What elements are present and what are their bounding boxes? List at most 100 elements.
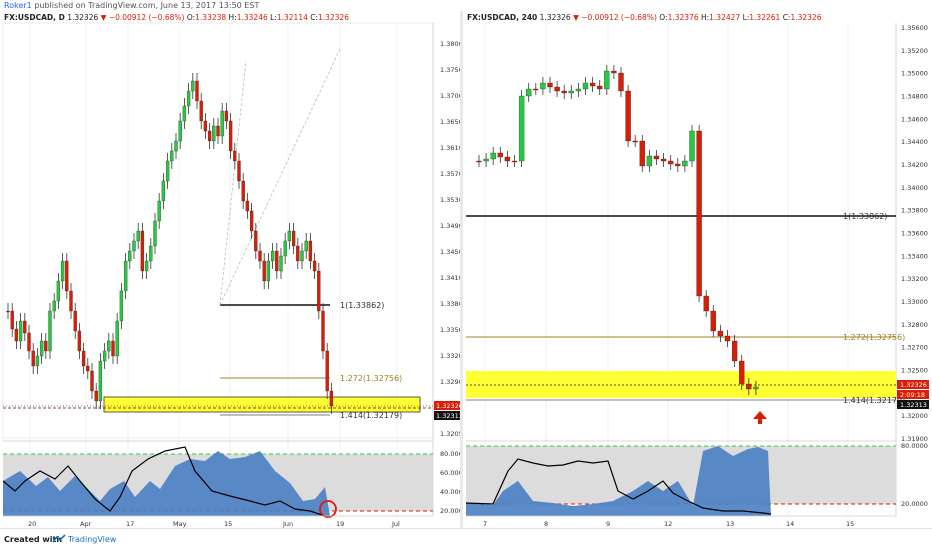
candle-body bbox=[98, 360, 103, 402]
price-tick: 1.33500 bbox=[440, 326, 460, 334]
h4-chart-panel[interactable]: FX:USDCAD, 240 1.32326 ▼ −0.00912 (−0.68… bbox=[463, 11, 932, 528]
support-zone bbox=[103, 396, 421, 413]
price-tick: 1.36100 bbox=[440, 144, 460, 152]
candle-body bbox=[703, 295, 709, 312]
candle-body bbox=[90, 370, 94, 392]
candle-body bbox=[245, 200, 250, 212]
candle-body bbox=[526, 88, 532, 97]
daily-candles bbox=[6, 73, 334, 414]
candle-body bbox=[312, 260, 317, 272]
price-tick: 1.32050 bbox=[440, 430, 460, 438]
close-value: 1.32326 bbox=[790, 13, 822, 22]
price-tick: 1.32000 bbox=[901, 412, 928, 420]
price-tick: 1.34400 bbox=[901, 138, 928, 146]
price-tick: 1.33600 bbox=[901, 230, 928, 238]
line-price-badge bbox=[434, 411, 460, 420]
candle-body bbox=[23, 320, 27, 334]
daily-chart-canvas[interactable]: 1(1.33862) 1.272(1.32756) 1.414(1.32179)… bbox=[0, 11, 467, 528]
candle-body bbox=[675, 163, 681, 167]
h4-candles bbox=[476, 65, 759, 395]
countdown-badge bbox=[897, 390, 929, 399]
symbol-label[interactable]: FX:USDCAD, 240 bbox=[467, 13, 538, 22]
candle-body bbox=[31, 350, 35, 367]
price-change: ▼ −0.00912 (−0.68%) bbox=[573, 13, 657, 22]
tradingview-brand[interactable]: TradingView bbox=[68, 535, 117, 544]
candle-body bbox=[170, 150, 174, 162]
candle-body bbox=[212, 125, 216, 142]
candle-body bbox=[73, 310, 77, 332]
time-tick: Jun bbox=[282, 520, 293, 528]
time-tick: 15 bbox=[224, 520, 232, 528]
low-value: 1.32261 bbox=[749, 13, 781, 22]
high-value: 1.33246 bbox=[236, 13, 268, 22]
candle-body bbox=[165, 160, 170, 182]
fib-label-1: 1(1.33862) bbox=[340, 301, 384, 310]
candle-body bbox=[94, 390, 98, 402]
time-tick: 20 bbox=[28, 520, 36, 528]
time-tick: 7 bbox=[483, 520, 487, 528]
bounce-arrow bbox=[753, 411, 767, 424]
candle-body bbox=[483, 158, 489, 162]
publish-info: published on TradingView.com, June 13, 2… bbox=[34, 1, 260, 10]
candle-body bbox=[132, 240, 136, 252]
candle-body bbox=[597, 85, 603, 90]
daily-chart-panel[interactable]: FX:USDCAD, D 1.32326 ▼ −0.00912 (−0.68%)… bbox=[0, 11, 467, 528]
candle-body bbox=[254, 230, 258, 252]
fib-label-1414: 1.414(1.32179) bbox=[843, 396, 905, 405]
candle-body bbox=[304, 240, 308, 252]
oscillator-line bbox=[465, 458, 772, 515]
candle-body bbox=[490, 152, 496, 160]
oscillator-line bbox=[2, 446, 326, 517]
candle-body bbox=[77, 330, 82, 352]
price-tick: 1.33400 bbox=[901, 252, 928, 260]
price-tick: 1.34900 bbox=[440, 222, 460, 230]
candle-body bbox=[317, 270, 321, 312]
price-tick: 1.32500 bbox=[901, 367, 928, 375]
candle-body bbox=[682, 160, 688, 167]
candle-body bbox=[696, 130, 702, 297]
last-price-badge bbox=[897, 380, 929, 389]
last-price: 1.32326 bbox=[539, 13, 571, 22]
candle-body bbox=[746, 383, 752, 390]
price-tick: 1.35700 bbox=[440, 170, 460, 178]
candle-body bbox=[81, 350, 86, 367]
svg-text:1.32313: 1.32313 bbox=[436, 412, 460, 420]
candle-body bbox=[18, 320, 23, 342]
fib-label-1272: 1.272(1.32756) bbox=[843, 333, 905, 342]
time-tick: 14 bbox=[786, 520, 794, 528]
candle-body bbox=[710, 310, 716, 332]
candle-body bbox=[618, 72, 624, 92]
candle-body bbox=[199, 100, 203, 122]
panel-divider[interactable] bbox=[460, 11, 463, 528]
publish-header: Roker1 published on TradingView.com, Jun… bbox=[0, 0, 932, 11]
price-tick: 1.35300 bbox=[440, 196, 460, 204]
symbol-label[interactable]: FX:USDCAD, D bbox=[4, 13, 65, 22]
candle-body bbox=[660, 158, 667, 162]
line-price-badge bbox=[897, 400, 929, 409]
open-value: 1.32376 bbox=[667, 13, 699, 22]
author-link[interactable]: Roker1 bbox=[4, 1, 32, 10]
oscillator-area bbox=[3, 451, 330, 516]
h4-chart-canvas[interactable]: 1(1.33862) 1.272(1.32756) 1.414(1.32179)… bbox=[463, 11, 932, 528]
open-value: 1.33238 bbox=[195, 13, 227, 22]
candle-body bbox=[582, 82, 589, 90]
candle-body bbox=[220, 110, 224, 137]
candle-body bbox=[300, 250, 304, 262]
candle-body bbox=[308, 240, 313, 262]
candle-body bbox=[689, 130, 695, 162]
candle-body bbox=[224, 110, 229, 122]
price-tick: 1.32700 bbox=[901, 344, 928, 352]
candle-body bbox=[258, 250, 262, 262]
time-tick: 15 bbox=[846, 520, 854, 528]
candle-body bbox=[287, 230, 292, 242]
candle-body bbox=[511, 160, 518, 163]
candle-body bbox=[153, 220, 157, 247]
price-tick: 1.34000 bbox=[901, 184, 928, 192]
candle-body bbox=[604, 70, 610, 90]
fib-label-1: 1(1.33862) bbox=[843, 212, 887, 221]
candle-body bbox=[65, 260, 69, 292]
price-tick: 1.33200 bbox=[440, 352, 460, 360]
candle-body bbox=[111, 340, 115, 357]
candle-body bbox=[283, 240, 287, 257]
chart-legend: FX:USDCAD, D 1.32326 ▼ −0.00912 (−0.68%)… bbox=[4, 13, 350, 22]
